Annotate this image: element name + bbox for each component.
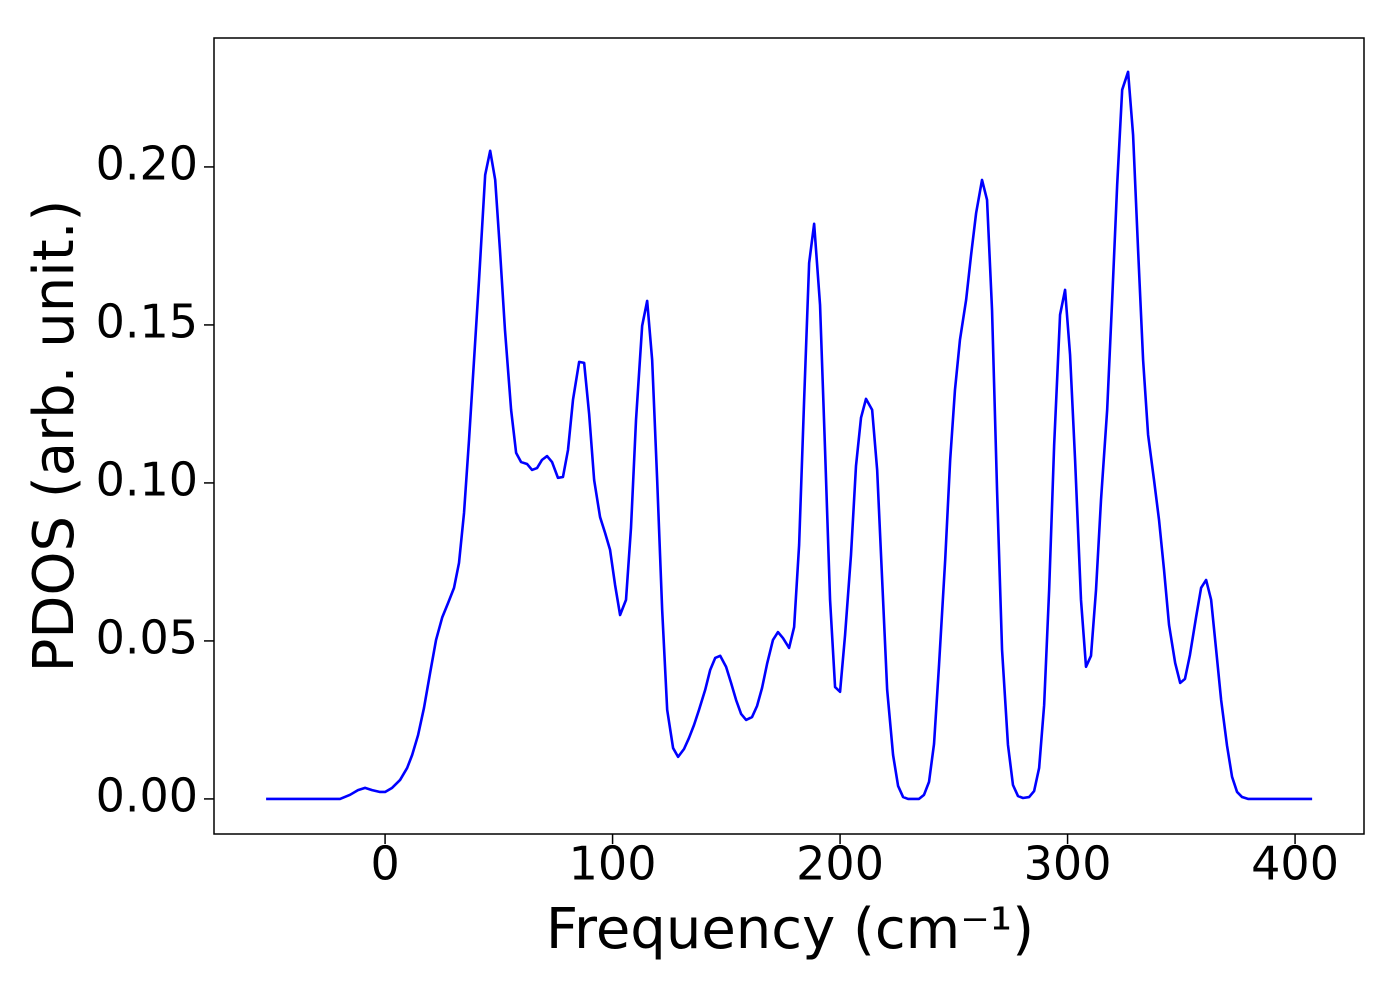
x-axis-label: Frequency (cm⁻¹) [546,897,1034,962]
y-tick-label: 0.10 [96,452,198,506]
plot-frame [213,37,1365,835]
y-axis-label: PDOS (arb. unit.) [22,200,87,673]
y-tick-label: 0.15 [96,294,198,348]
y-tick-label: 0.05 [96,610,198,664]
data-line [266,70,1313,801]
x-tick-label: 0 [370,837,399,891]
y-tick-label: 0.00 [96,768,198,822]
y-tick-label: 0.20 [96,136,198,190]
x-tick-label: 100 [569,837,657,891]
x-tick-label: 400 [1251,837,1339,891]
x-tick-label: 300 [1024,837,1112,891]
x-tick-label: 200 [796,837,884,891]
